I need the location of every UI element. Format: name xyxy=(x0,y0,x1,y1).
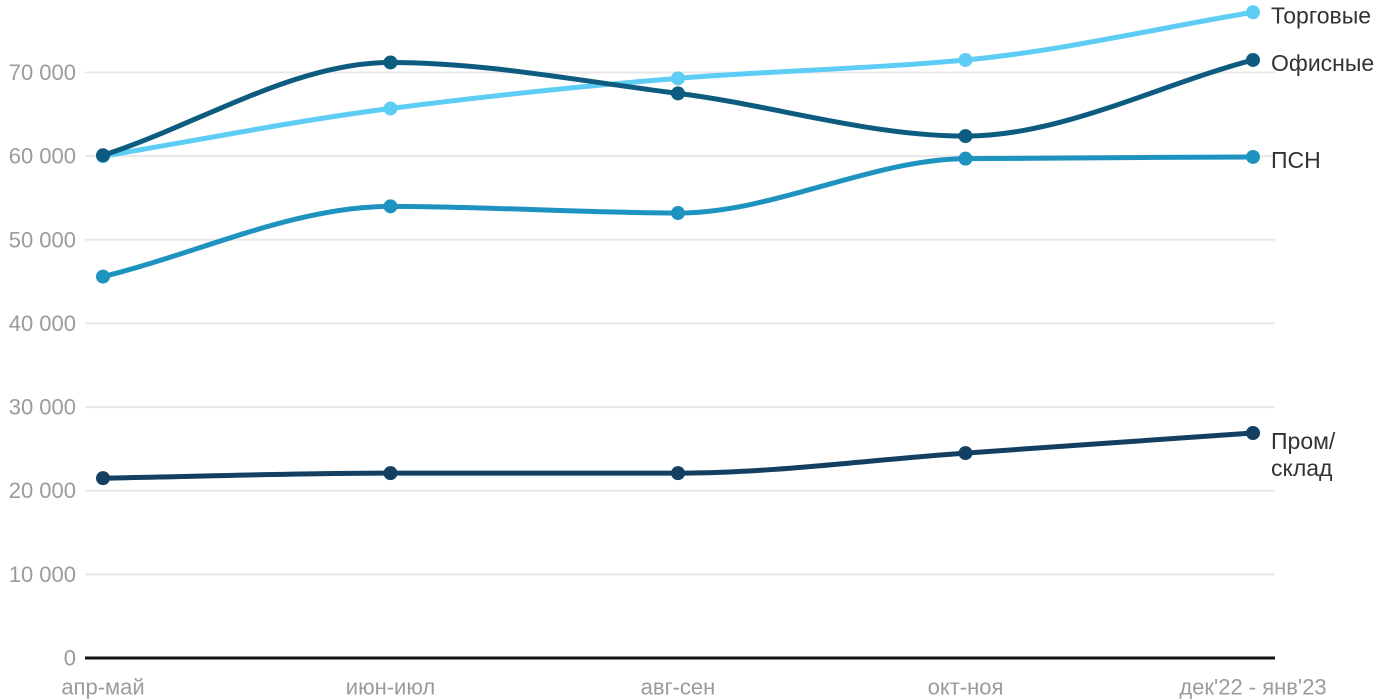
y-tick-label: 40 000 xyxy=(9,311,76,336)
series-point-torgovye xyxy=(383,101,398,116)
series-point-psn xyxy=(958,151,973,166)
series-point-prom-sklad xyxy=(1246,426,1260,441)
series-point-prom-sklad xyxy=(383,466,398,481)
series-point-torgovye xyxy=(1246,5,1260,20)
y-tick-label: 10 000 xyxy=(9,562,76,587)
series-point-ofisnye xyxy=(958,129,973,144)
series-point-prom-sklad xyxy=(671,466,685,481)
y-tick-label: 0 xyxy=(64,646,76,671)
x-tick-label: июн-июл xyxy=(346,675,435,700)
y-tick-label: 30 000 xyxy=(9,395,76,420)
series-point-prom-sklad xyxy=(958,446,973,461)
series-point-ofisnye xyxy=(96,148,110,163)
y-tick-label: 60 000 xyxy=(9,144,76,169)
series-point-prom-sklad xyxy=(96,471,110,486)
x-tick-label: дек'22 - янв'23 xyxy=(1179,675,1326,700)
y-tick-label: 70 000 xyxy=(9,60,76,85)
series-point-psn xyxy=(96,269,110,284)
x-tick-label: окт-ноя xyxy=(928,675,1004,700)
series-point-torgovye xyxy=(671,71,685,86)
series-label-torgovye: Торговые xyxy=(1271,2,1371,28)
series-point-psn xyxy=(1246,149,1260,164)
series-point-psn xyxy=(671,206,685,221)
series-point-psn xyxy=(383,199,398,214)
y-tick-label: 20 000 xyxy=(9,478,76,503)
x-tick-label: апр-май xyxy=(61,675,144,700)
series-label-psn: ПСН xyxy=(1271,147,1321,173)
series-point-ofisnye xyxy=(1246,52,1260,67)
series-point-torgovye xyxy=(958,52,973,67)
y-tick-label: 50 000 xyxy=(9,227,76,252)
series-point-ofisnye xyxy=(383,55,398,70)
series-point-ofisnye xyxy=(671,86,685,101)
x-tick-label: авг-сен xyxy=(641,675,716,700)
series-label-ofisnye: Офисные xyxy=(1271,50,1374,76)
series-label-prom-sklad: Пром/склад xyxy=(1271,428,1336,481)
